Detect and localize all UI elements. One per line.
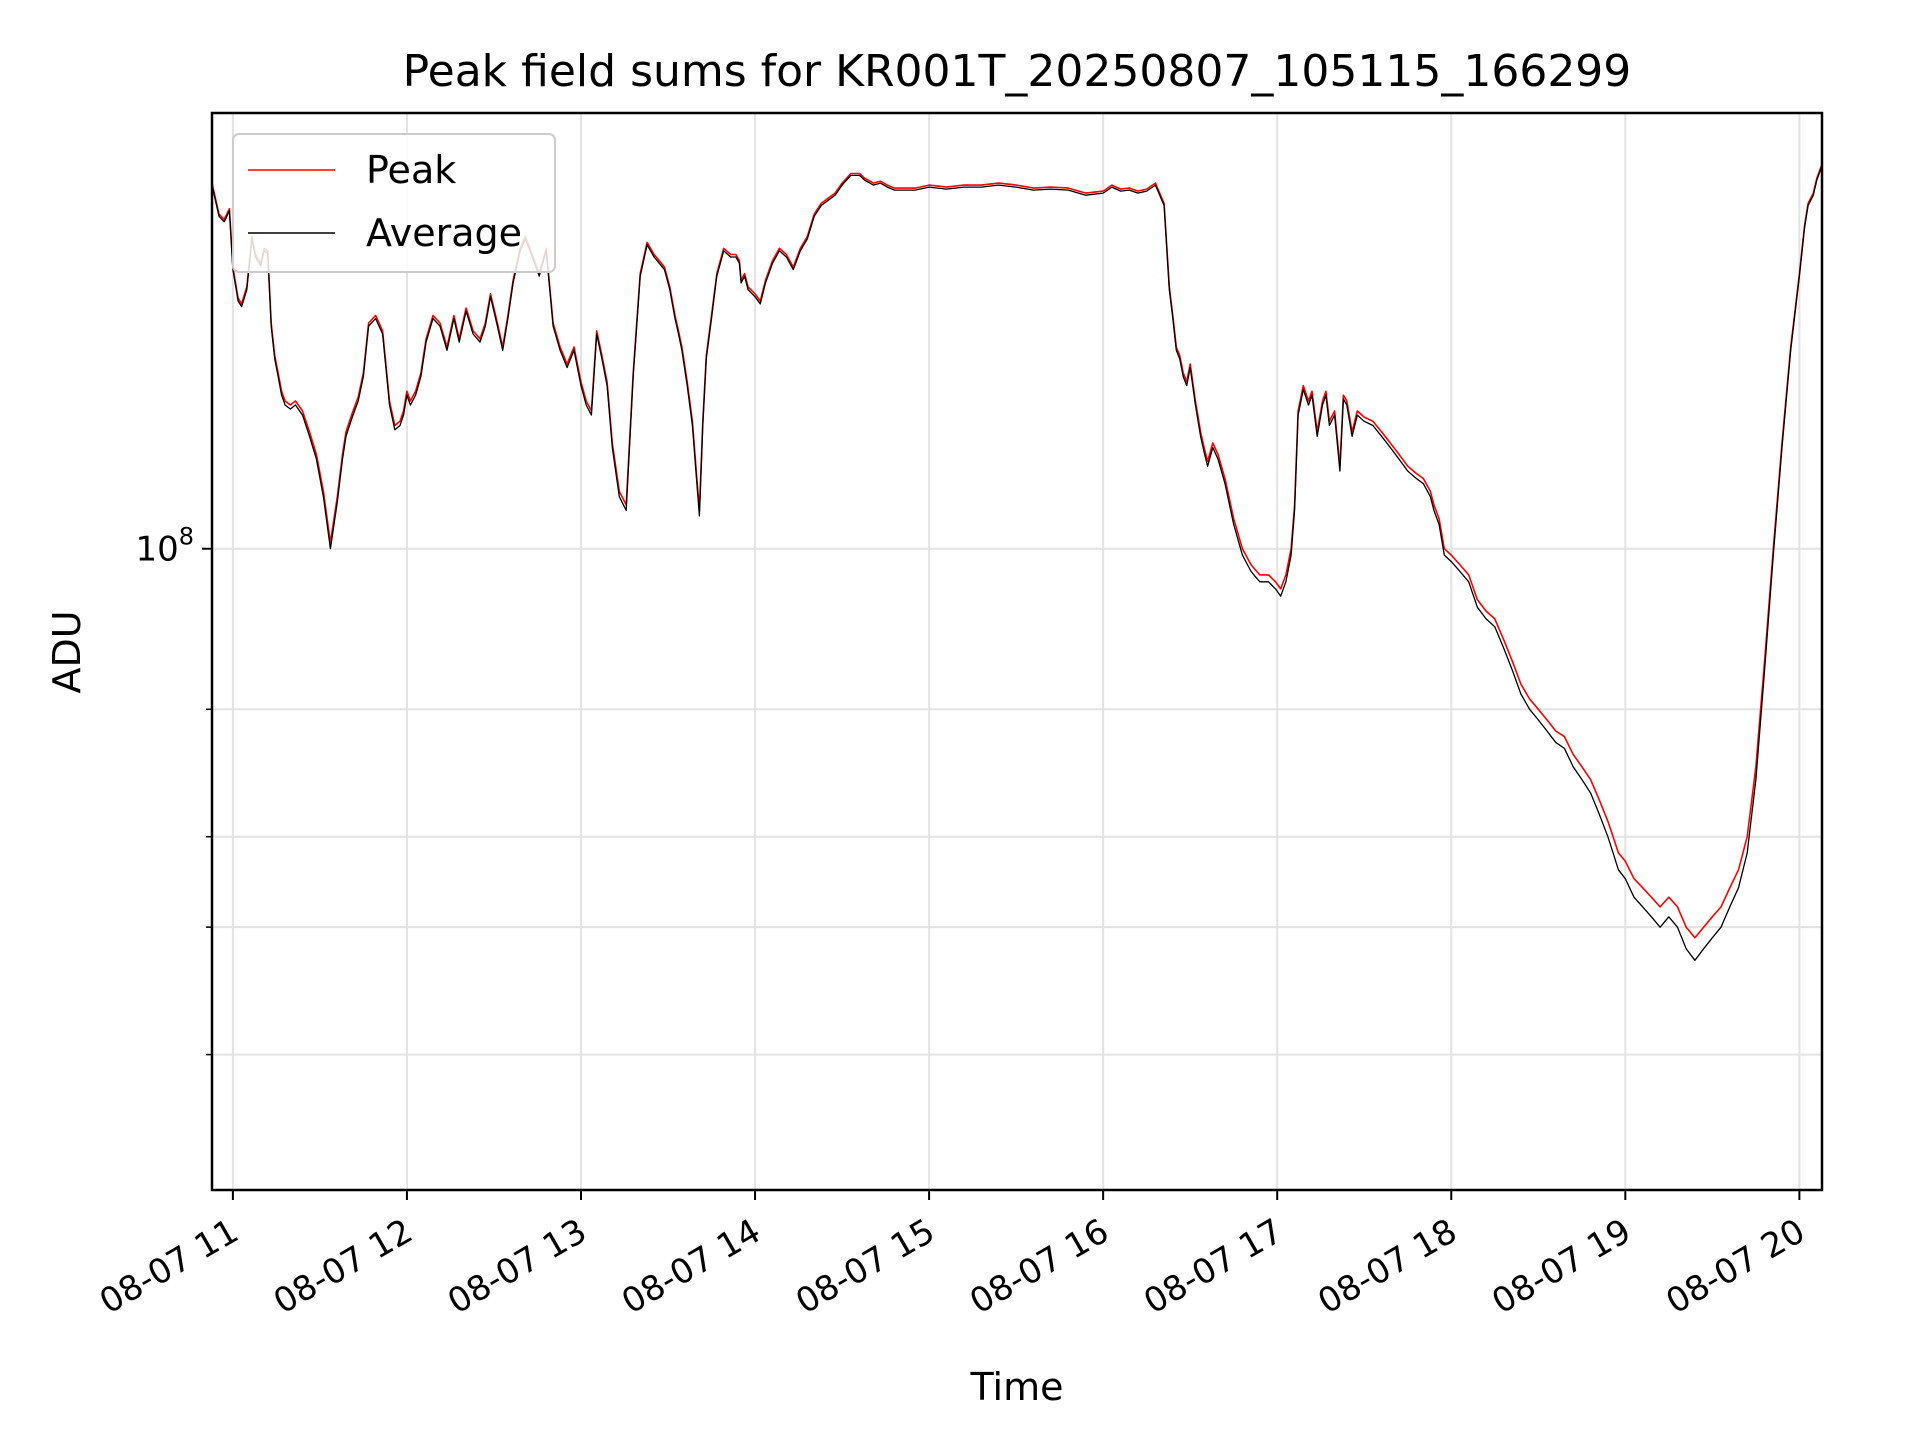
plot-series [212,163,1822,961]
y-axis-label: ADU [45,610,89,693]
y-tick-label: 108 [135,523,194,570]
legend-label-average: Average [366,211,522,255]
grid [212,113,1822,1190]
legend-box [232,133,556,273]
plot-frame [210,111,1824,1192]
legend-label-peak: Peak [366,148,456,192]
y-ticks: 108 [135,523,212,1056]
chart-title: Peak field sums for KR001T_20250807_1051… [403,46,1632,97]
legend: Peak Average [232,133,556,273]
series-line-peak [212,163,1822,939]
x-axis-label: Time [970,1365,1064,1409]
series-line-average [212,165,1822,961]
